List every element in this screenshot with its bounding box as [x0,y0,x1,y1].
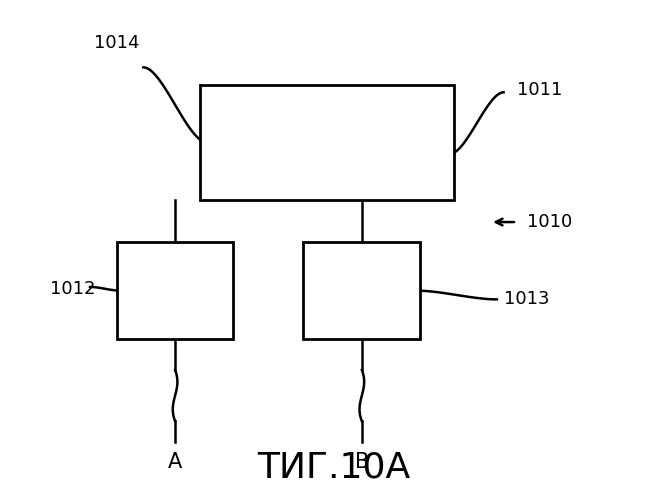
Bar [303,242,420,339]
Text: 1014: 1014 [94,34,139,52]
Text: 1010: 1010 [527,213,572,231]
Text: A: A [168,452,182,472]
Text: B: B [355,452,369,472]
Text: 1012: 1012 [50,280,95,298]
Bar [117,242,233,339]
Text: 1013: 1013 [504,290,549,308]
Text: ΤИГ.10А: ΤИГ.10А [257,450,410,484]
Bar [200,85,454,200]
Text: 1011: 1011 [517,81,562,99]
